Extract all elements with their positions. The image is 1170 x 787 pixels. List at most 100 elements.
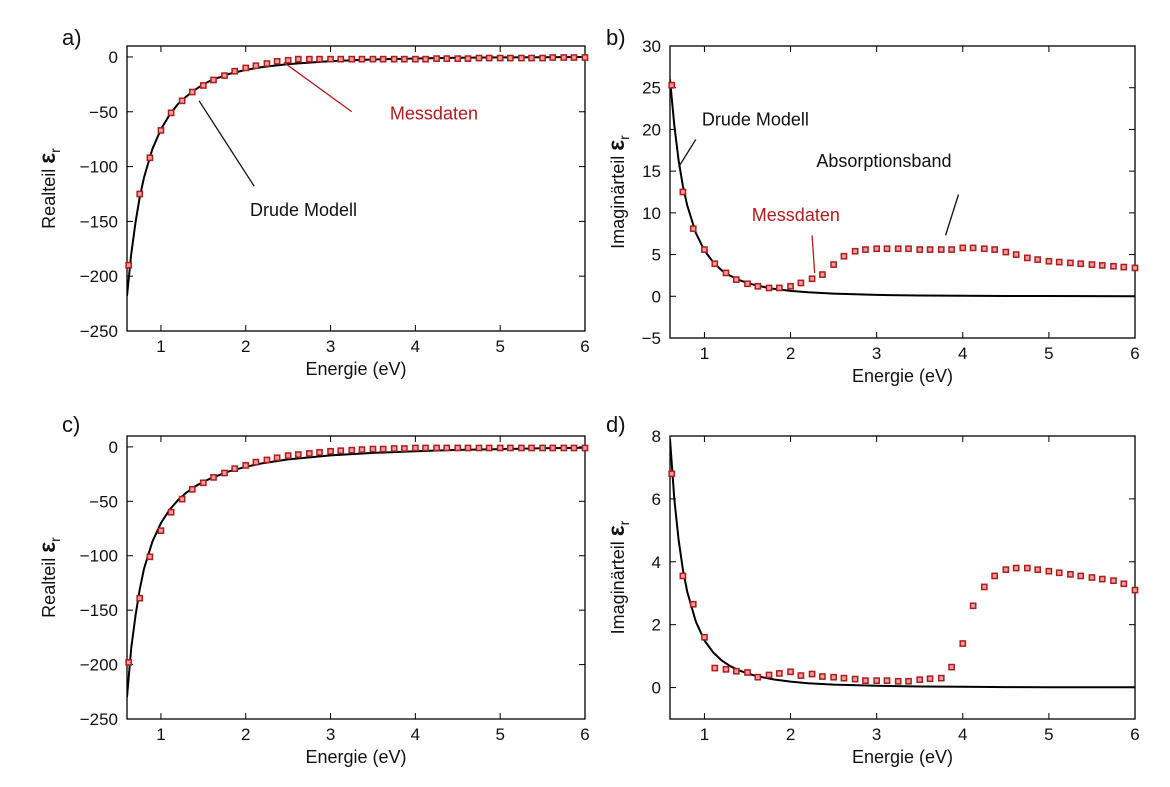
data-point-marker <box>464 55 472 62</box>
data-point-marker <box>507 444 514 452</box>
data-point-marker <box>1034 566 1042 573</box>
data-point-marker <box>178 97 186 105</box>
data-point-marker <box>549 444 557 452</box>
data-point-marker <box>284 452 292 459</box>
data-point-marker <box>1055 258 1063 266</box>
x-tick-label: 5 <box>495 337 504 356</box>
data-point-marker <box>862 246 869 253</box>
data-point-marker <box>560 54 568 61</box>
annotation-leader-line <box>283 61 353 113</box>
data-point-marker <box>518 444 525 452</box>
data-point-marker <box>765 284 773 292</box>
data-point-marker <box>959 640 967 647</box>
y-tick-label: −150 <box>80 601 118 620</box>
annotation-label: Messdaten <box>752 205 840 225</box>
data-point-marker <box>549 54 557 61</box>
y-tick-label: 6 <box>652 490 661 509</box>
y-tick-label: −250 <box>80 322 118 341</box>
y-tick-label: −250 <box>80 710 118 729</box>
y-axis-label-text: Imaginärteil <box>608 536 628 634</box>
data-point-marker <box>358 446 366 453</box>
data-point-marker <box>711 260 719 268</box>
x-tick-label: 1 <box>156 337 165 356</box>
data-point-marker <box>485 54 493 62</box>
y-tick-label: 5 <box>652 246 661 265</box>
data-point-marker <box>433 444 440 452</box>
data-point-marker <box>369 445 377 453</box>
y-axis-label: Imaginärteil εr <box>603 135 632 249</box>
y-axis-label: Realteil εr <box>34 537 63 618</box>
data-point-marker <box>797 672 805 679</box>
y-axis-symbol: ε <box>34 153 60 164</box>
data-point-marker <box>1034 256 1042 263</box>
data-point-marker <box>454 444 462 452</box>
data-point-marker <box>776 284 783 292</box>
y-tick-label: 20 <box>642 120 661 139</box>
annotation-leader-line <box>678 139 697 168</box>
data-point-marker <box>157 127 165 134</box>
data-point-marker <box>991 572 998 580</box>
data-point-marker <box>1120 580 1128 588</box>
data-point-marker <box>188 485 196 493</box>
data-point-marker <box>125 261 133 269</box>
y-axis-subscript: r <box>616 135 632 140</box>
y-tick-label: −50 <box>89 492 118 511</box>
data-point-marker <box>754 673 762 681</box>
data-point-marker <box>199 82 207 89</box>
y-tick-label: 0 <box>652 287 661 306</box>
data-point-marker <box>400 55 408 63</box>
panel-label: d) <box>606 412 626 437</box>
data-point-marker <box>851 247 859 255</box>
data-point-marker <box>819 673 826 680</box>
data-point-marker <box>379 445 387 453</box>
y-tick-label: 15 <box>642 162 661 181</box>
y-axis-label: Imaginärteil εr <box>603 520 632 634</box>
data-point-marker <box>873 677 881 684</box>
data-point-marker <box>327 55 334 63</box>
y-axis-subscript: r <box>47 537 63 542</box>
data-point-marker <box>284 56 292 64</box>
data-point-marker <box>496 54 504 62</box>
data-point-marker <box>1131 264 1139 272</box>
data-point-marker <box>507 54 514 62</box>
y-tick-label: −100 <box>80 158 118 177</box>
data-point-marker <box>210 76 217 84</box>
x-tick-label: 4 <box>958 725 967 744</box>
data-point-marker <box>668 81 676 89</box>
plot-frame <box>126 435 586 720</box>
data-point-marker <box>1012 564 1020 572</box>
annotation-label: Drude Modell <box>702 109 809 129</box>
data-point-marker <box>1098 575 1106 583</box>
y-tick-label: −200 <box>80 656 118 675</box>
x-tick-label: 3 <box>872 344 881 363</box>
x-tick-label: 2 <box>241 725 250 744</box>
data-point-marker <box>581 444 589 452</box>
data-point-marker <box>337 447 345 455</box>
y-tick-label: 0 <box>109 438 118 457</box>
y-axis-symbol: ε <box>603 525 629 536</box>
data-point-marker <box>125 659 133 666</box>
data-point-marker <box>188 88 196 96</box>
data-point-marker <box>1120 263 1128 271</box>
data-point-marker <box>1088 574 1096 581</box>
data-point-marker <box>797 279 805 287</box>
data-point-marker <box>722 665 730 673</box>
data-point-marker <box>765 671 773 679</box>
data-point-marker <box>679 572 687 580</box>
panel-label: c) <box>62 412 80 437</box>
data-point-marker <box>980 583 988 591</box>
data-point-marker <box>969 244 977 252</box>
plot-frame <box>126 45 586 332</box>
y-tick-label: 10 <box>642 204 661 223</box>
data-point-marker <box>905 677 912 685</box>
data-point-marker <box>905 245 912 253</box>
x-tick-label: 5 <box>495 725 504 744</box>
plot-frame <box>669 435 1136 720</box>
data-point-marker <box>294 55 302 63</box>
data-point-marker <box>146 553 154 561</box>
y-tick-label: −200 <box>80 267 118 286</box>
x-tick-label: 3 <box>326 337 335 356</box>
x-tick-label: 2 <box>786 344 795 363</box>
data-point-marker <box>689 600 697 608</box>
data-point-marker <box>862 677 869 684</box>
